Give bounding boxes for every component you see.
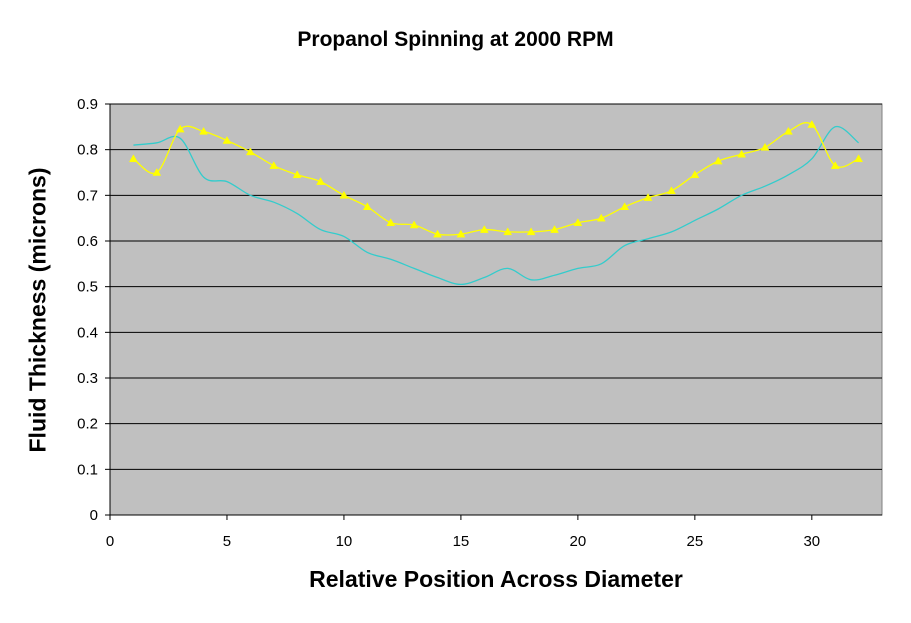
data-point-triangle — [362, 202, 372, 210]
data-point-triangle — [667, 186, 676, 195]
y-tick-label: 0.1 — [77, 461, 98, 478]
x-tick-label: 10 — [336, 533, 353, 550]
data-point-triangle — [175, 124, 185, 133]
data-point-triangle — [573, 218, 583, 226]
chart-title: Propanol Spinning at 2000 RPM — [297, 28, 614, 51]
data-point-triangle — [339, 190, 349, 199]
data-point-triangle — [479, 225, 489, 233]
data-point-triangle — [690, 170, 700, 179]
x-tick-label: 25 — [687, 533, 704, 550]
data-point-triangle — [292, 170, 302, 179]
x-tick-label: 15 — [453, 533, 470, 550]
data-point-triangle — [199, 126, 209, 135]
data-point-triangle — [409, 220, 419, 229]
data-point-triangle — [222, 136, 232, 144]
axes — [105, 103, 882, 520]
x-axis-title: Relative Position Across Diameter — [309, 566, 683, 592]
data-point-triangle — [316, 177, 325, 185]
data-point-triangle — [737, 149, 747, 158]
x-tick-label: 0 — [106, 533, 114, 550]
data-point-triangle — [269, 161, 279, 169]
y-tick-label: 0.4 — [77, 324, 98, 341]
data-point-triangle — [503, 227, 513, 236]
data-point-triangle — [807, 120, 817, 128]
data-point-triangle — [433, 229, 442, 238]
x-tick-label: 20 — [570, 533, 587, 550]
data-point-triangle — [550, 225, 559, 233]
x-tick-label: 5 — [223, 533, 231, 550]
series-line-1 — [133, 125, 860, 286]
y-tick-label: 0.5 — [77, 279, 98, 296]
data-point-triangle — [386, 218, 396, 226]
data-point-triangle — [128, 154, 138, 163]
series-group — [128, 120, 864, 286]
x-tick-label: 30 — [803, 533, 820, 550]
data-point-triangle — [713, 156, 723, 165]
data-point-triangle — [620, 202, 630, 210]
y-tick-label: 0.9 — [77, 96, 98, 113]
data-point-triangle — [456, 229, 466, 238]
data-point-triangle — [245, 147, 255, 156]
data-point-triangle — [152, 167, 162, 176]
data-point-triangle — [596, 213, 606, 222]
data-point-triangle — [830, 161, 840, 169]
data-point-triangle — [760, 142, 770, 151]
y-tick-label: 0.7 — [77, 187, 98, 204]
gridlines — [110, 103, 882, 470]
y-tick-label: 0.3 — [77, 370, 98, 387]
y-tick-label: 0.2 — [77, 416, 98, 433]
data-point-triangle — [783, 126, 793, 135]
y-tick-label: 0.6 — [77, 233, 98, 250]
y-tick-label: 0 — [90, 507, 98, 524]
data-point-triangle — [526, 227, 536, 236]
y-axis-title: Fluid Thickness (microns) — [24, 167, 51, 453]
plot-area — [109, 103, 883, 516]
data-point-triangle — [854, 154, 864, 163]
tick-labels: 0 0.1 0.2 0.3 0.4 0.5 0.6 0.7 0.8 0.9 0 5 10 15 20 25 30 — [77, 96, 820, 550]
data-point-triangle — [643, 193, 653, 201]
y-tick-label: 0.8 — [77, 142, 98, 159]
